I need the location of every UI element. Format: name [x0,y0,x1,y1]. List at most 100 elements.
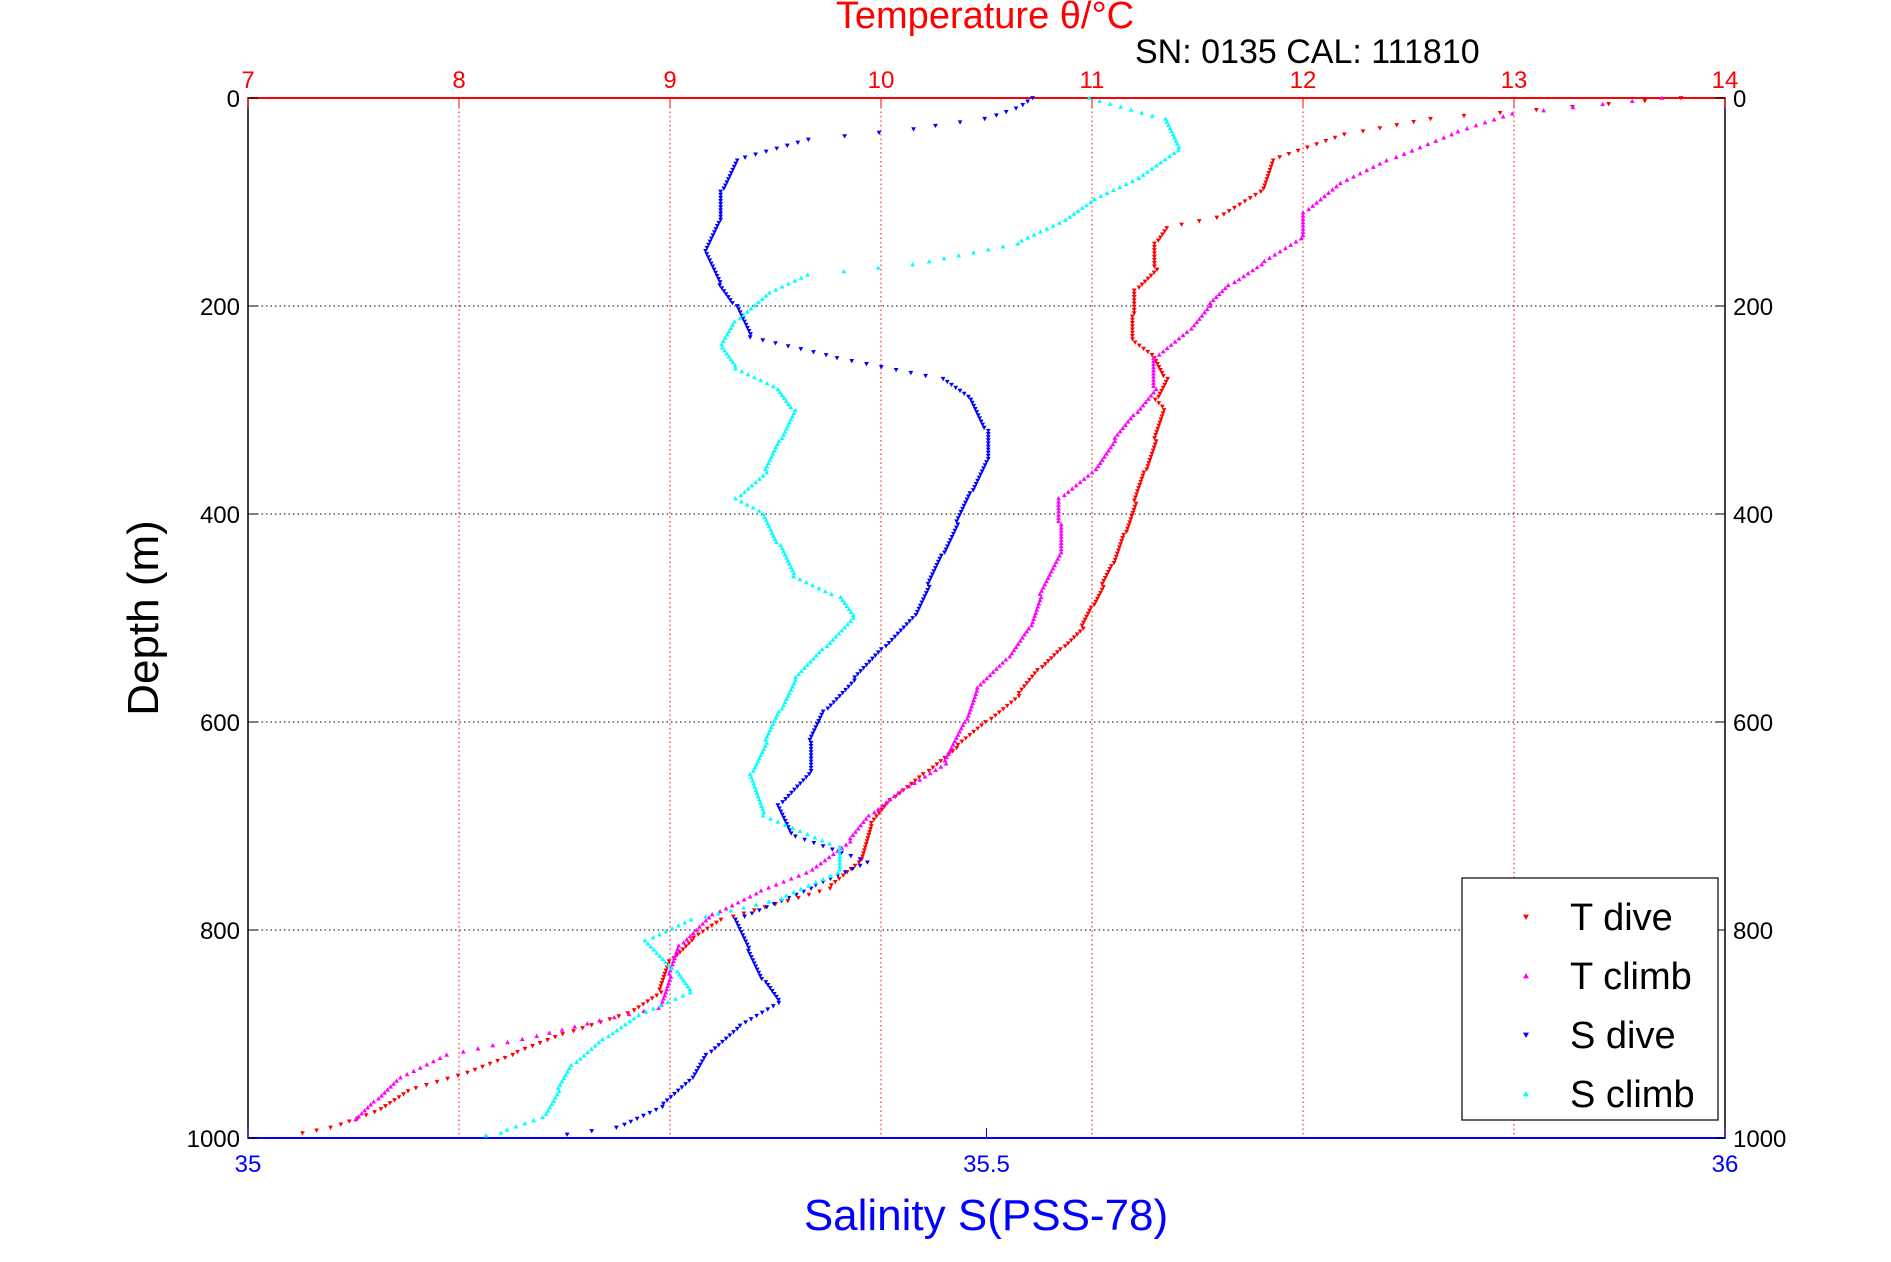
s-climb-point [837,857,843,862]
t-climb-point [1026,626,1032,631]
t-dive-point [1132,340,1138,345]
s-dive-point [933,123,938,129]
t-dive-point [1156,364,1162,370]
s-climb-point [816,649,822,655]
t-dive-point [861,851,866,856]
t-dive-point [1131,294,1137,300]
t-climb-point [1202,310,1207,315]
t-dive-point [658,984,664,989]
s-dive-point [878,364,884,370]
s-dive-point [774,994,779,1000]
t-dive-point [861,848,867,853]
t-dive-point [1081,620,1086,625]
s-climb-point [785,558,791,563]
s-climb-point [642,938,648,943]
s-climb-point [813,653,819,658]
t-climb-point [875,806,881,812]
t-dive-point [1606,102,1612,107]
t-climb-point [723,906,729,911]
t-climb-point [385,1087,390,1092]
s-dive-point [810,731,816,736]
t-climb-point [1097,460,1103,465]
s-dive-point [696,1065,701,1071]
s-dive-point [653,1107,659,1113]
s-climb-point [766,899,772,904]
s-climb-point [1000,244,1006,249]
s-dive-point [969,400,975,406]
s-dive-point [708,1049,714,1054]
t-dive-point [1332,135,1338,141]
s-dive-point [893,367,899,373]
s-dive-point [664,1098,670,1103]
s-dive-point [816,719,822,724]
t-dive-point [434,1079,440,1085]
s-dive-point [746,945,752,951]
t-climb-point [1300,232,1306,238]
s-climb-point [796,671,801,677]
s-climb-point [822,588,828,594]
t-climb-point [490,1043,496,1048]
s-climb-point [715,911,721,916]
t-dive-point [1411,120,1417,125]
t-dive-point [1258,189,1264,194]
s-dive-point [737,310,743,315]
t-dive-point [1145,349,1151,355]
s-dive-point [925,588,931,593]
s-climb-point [730,322,736,327]
depth-tick-label: 600 [200,710,240,737]
s-climb-point [779,435,785,440]
t-climb-point [1137,406,1143,411]
t-climb-point [796,873,802,878]
s-climb-point [840,597,846,603]
t-dive-point [1138,479,1144,485]
t-climb-point [519,1036,525,1042]
t-dive-point [677,950,683,955]
t-dive-point [1095,596,1100,602]
s-dive-point [814,722,820,727]
depth-tick-label: 800 [200,918,240,945]
s-dive-point [843,687,849,693]
s-climb-point [837,863,843,869]
s-climb-point [721,338,726,344]
s-dive-point [718,189,724,194]
s-dive-point [710,264,716,269]
s-climb-point [766,460,771,465]
s-dive-point [975,478,981,484]
t-climb-point [912,780,917,786]
s-climb-point [600,1036,605,1042]
s-climb-point [786,401,791,406]
s-dive-point [803,775,809,780]
t-dive-point [502,1055,508,1061]
s-dive-point [842,134,848,139]
t-dive-point [1155,238,1161,243]
t-climb-point [1058,531,1064,536]
s-dive-point [716,220,722,226]
s-dive-point [721,289,727,294]
s-climb-point [836,631,842,636]
s-climb-point [679,975,684,980]
s-climb-point [782,429,788,434]
s-dive-point [564,1132,570,1137]
t-dive-point [1133,501,1139,506]
t-climb-point [1482,120,1488,125]
t-dive-point [1008,700,1014,705]
s-climb-point [719,341,724,347]
t-dive-point [828,883,834,888]
t-dive-point [662,971,668,977]
s-dive-point [683,1082,689,1087]
s-dive-point [953,525,959,530]
s-dive-point [807,737,813,743]
s-climb-point [754,790,760,796]
t-climb-point [753,891,759,896]
t-dive-point [1107,567,1113,572]
t-climb-point [1293,239,1299,244]
t-climb-point [585,1021,590,1026]
t-climb-point [1015,641,1021,646]
s-dive-point [849,359,855,364]
t-climb-point [1056,505,1061,511]
t-climb-point [1160,349,1166,354]
t-climb-point [1222,285,1228,291]
s-climb-point [722,335,728,340]
legend-label-s-climb: S climb [1570,1074,1695,1116]
t-dive-point [1152,261,1157,266]
